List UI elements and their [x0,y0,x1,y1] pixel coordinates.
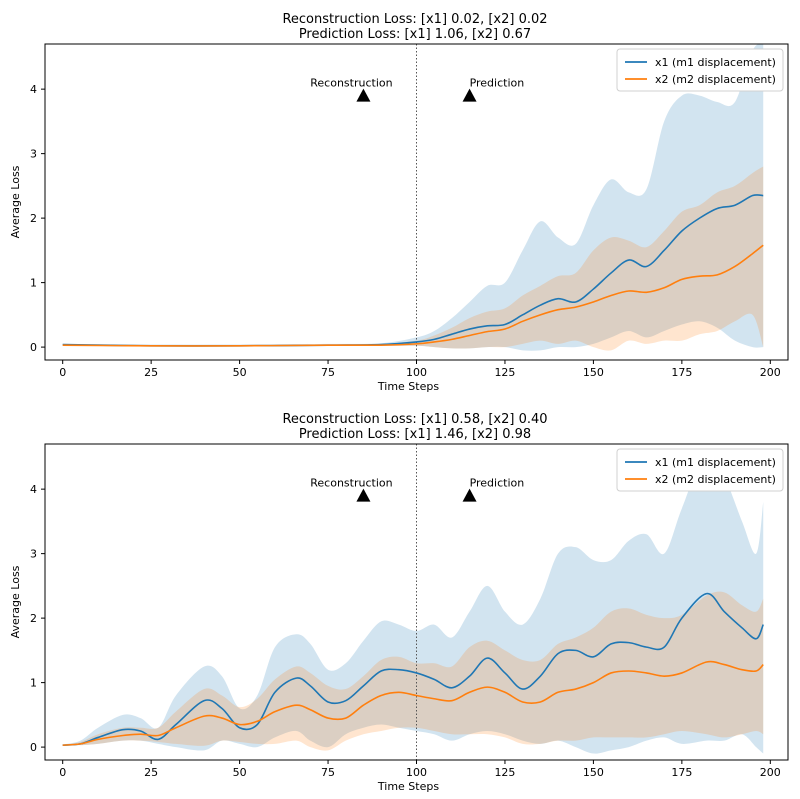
series-lines [62,194,764,347]
x-tick-label: 100 [406,766,427,779]
y-ticks: 0 1 2 3 4 [30,83,45,354]
band-x2 [62,591,764,751]
band-x1 [62,44,764,351]
x-tick-label: 100 [406,366,427,379]
band-x2 [62,166,764,351]
x-axis-label: Time Steps [377,780,439,793]
x-tick-label: 150 [583,766,604,779]
x-tick-label: 50 [233,766,247,779]
y-tick-label: 4 [30,83,37,96]
y-tick-label: 2 [30,612,37,625]
annotation-label-reconstruction: Reconstruction [310,77,392,90]
x-tick-label: 0 [59,366,66,379]
y-tick-label: 1 [30,677,37,690]
legend-label-x1: x1 (m1 displacement) [655,456,776,469]
y-tick-label: 2 [30,212,37,225]
legend-box [616,48,784,92]
x-tick-label: 25 [144,766,158,779]
chart-title-line1: Reconstruction Loss: [x1] 0.02, [x2] 0.0… [282,12,547,27]
legend-label-x2: x2 (m2 displacement) [655,473,776,486]
y-tick-label: 0 [30,741,37,754]
x-tick-label: 25 [144,366,158,379]
chart-title-line2: Prediction Loss: [x1] 1.06, [x2] 0.67 [299,27,531,42]
x-tick-label: 175 [671,366,692,379]
y-ticks: 0 1 2 3 4 [30,483,45,754]
annotations: Reconstruction Prediction [310,77,524,102]
band-x1 [62,449,764,754]
x-axis-label: Time Steps [377,380,439,393]
series-line-x2 [62,244,764,347]
annotation-marker-prediction [462,88,477,102]
chart-title-line1: Reconstruction Loss: [x1] 0.58, [x2] 0.4… [282,412,547,427]
annotation-marker-reconstruction [356,488,371,502]
annotation-marker-reconstruction [356,88,371,102]
y-axis-label: Average Loss [9,565,22,638]
legend-label-x1: x1 (m1 displacement) [655,56,776,69]
legend-label-x2: x2 (m2 displacement) [655,73,776,86]
x-tick-label: 50 [233,366,247,379]
y-tick-label: 3 [30,148,37,161]
y-axis-label: Average Loss [9,165,22,238]
x-ticks: 0 25 50 75 100 125 150 175 200 [59,360,781,379]
annotation-marker-prediction [462,488,477,502]
chart-title-line2: Prediction Loss: [x1] 1.46, [x2] 0.98 [299,427,531,442]
x-ticks: 0 25 50 75 100 125 150 175 200 [59,760,781,779]
annotation-label-prediction: Prediction [470,477,525,490]
x-tick-label: 175 [671,766,692,779]
y-tick-label: 3 [30,548,37,561]
y-tick-label: 1 [30,277,37,290]
legend: x1 (m1 displacement) x2 (m2 displacement… [616,448,784,492]
y-tick-label: 4 [30,483,37,496]
x-tick-label: 75 [321,366,335,379]
x-tick-label: 150 [583,366,604,379]
confidence-bands [62,44,764,351]
series-line-x2 [62,660,764,746]
x-tick-label: 0 [59,766,66,779]
x-tick-label: 200 [760,766,781,779]
annotations: Reconstruction Prediction [310,477,524,502]
legend-box [616,448,784,492]
subplot-top: Reconstruction Loss: [x1] 0.02, [x2] 0.0… [9,12,789,393]
series-line-x1 [62,592,764,746]
series-lines [62,592,764,746]
y-tick-label: 0 [30,341,37,354]
x-tick-label: 75 [321,766,335,779]
annotation-label-prediction: Prediction [470,77,525,90]
annotation-label-reconstruction: Reconstruction [310,477,392,490]
x-tick-label: 125 [494,366,515,379]
confidence-bands [62,449,764,754]
subplot-bottom: Reconstruction Loss: [x1] 0.58, [x2] 0.4… [9,412,789,793]
x-tick-label: 200 [760,366,781,379]
x-tick-label: 125 [494,766,515,779]
legend: x1 (m1 displacement) x2 (m2 displacement… [616,48,784,92]
